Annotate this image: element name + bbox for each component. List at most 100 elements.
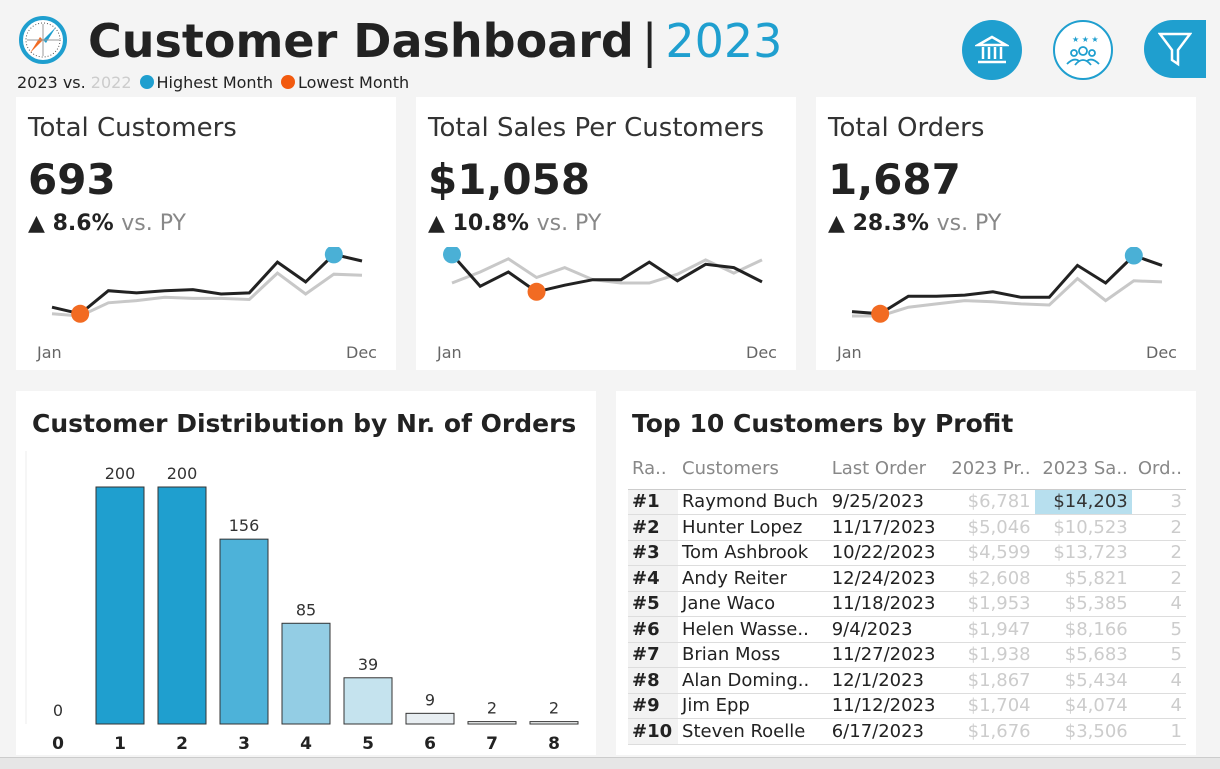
table-row[interactable]: #9 Jim Epp 11/12/2023 $1,704 $4,074 4 (628, 693, 1186, 719)
profit-cell: $4,599 (943, 540, 1035, 566)
rank-cell: #2 (628, 514, 679, 541)
highest-month-marker[interactable] (324, 247, 343, 264)
sheet-tabs-bar[interactable] (0, 757, 1220, 769)
kpi-title: Total Customers (28, 113, 237, 143)
lowest-dot-icon (280, 75, 295, 89)
sparkline (851, 247, 1163, 323)
up-triangle-icon: ▲ (28, 211, 45, 236)
legend-vs: vs. (62, 73, 86, 92)
x-tick-label: 1 (114, 734, 126, 754)
last-order-cell: 6/17/2023 (827, 718, 944, 745)
kpi-card: Total Customers 693 ▲ 8.6% vs. PY Jan De… (16, 97, 396, 370)
bar-value-label: 2 (549, 699, 559, 718)
sparkline-end-label: Dec (746, 343, 777, 362)
sparkline-end-label: Dec (346, 343, 377, 362)
table-row[interactable]: #8 Alan Doming.. 12/1/2023 $1,867 $5,434 4 (628, 667, 1186, 694)
x-tick-label: 5 (362, 734, 374, 754)
bar-1[interactable] (95, 486, 145, 725)
customer-cell: Steven Roelle (678, 718, 828, 745)
rank-cell: #9 (628, 693, 679, 719)
x-tick-label: 2 (176, 734, 188, 754)
legend: 2023 vs. 2022 Highest Month Lowest Month (17, 73, 409, 92)
bar-value-label: 0 (53, 701, 63, 720)
customers-button[interactable]: ★ ★ ★ (1053, 20, 1113, 80)
bar-6[interactable] (405, 712, 455, 725)
orders-cell: 2 (1131, 514, 1186, 541)
kpi-vs: vs. PY (536, 211, 602, 236)
highest-month-marker[interactable] (1124, 247, 1143, 265)
bar-2[interactable] (157, 486, 207, 725)
column-header[interactable]: 2023 Pr.. (943, 449, 1035, 490)
table-row[interactable]: #2 Hunter Lopez 11/17/2023 $5,046 $10,523 2 (628, 514, 1186, 541)
customer-cell: Brian Moss (678, 642, 828, 668)
table-row[interactable]: #3 Tom Ashbrook 10/22/2023 $4,599 $13,723 2 (628, 540, 1186, 566)
customers-icon: ★ ★ ★ (1066, 35, 1100, 66)
orders-cell: 2 (1131, 540, 1186, 566)
x-tick-label: 4 (300, 734, 312, 754)
bar-0[interactable] (34, 724, 82, 725)
customer-cell: Helen Wasse.. (678, 616, 828, 643)
kpi-title: Total Sales Per Customers (428, 113, 764, 143)
column-header[interactable]: Customers (678, 449, 828, 490)
customer-cell: Tom Ashbrook (678, 540, 828, 566)
filter-button[interactable] (1144, 20, 1206, 78)
bar-7[interactable] (467, 721, 517, 725)
sales-cell: $5,434 (1034, 667, 1132, 694)
profit-cell: $1,953 (943, 591, 1035, 617)
rank-cell: #3 (628, 540, 679, 566)
bar-8[interactable] (529, 721, 579, 725)
lowest-month-marker[interactable] (527, 282, 546, 301)
title-text: Customer Dashboard (88, 14, 634, 68)
table-row[interactable]: #7 Brian Moss 11/27/2023 $1,938 $5,683 5 (628, 642, 1186, 668)
page-title: Customer Dashboard | 2023 (88, 14, 782, 68)
column-header[interactable]: Last Order (827, 449, 944, 490)
bank-button[interactable] (962, 20, 1022, 80)
customer-cell: Hunter Lopez (678, 514, 828, 541)
lowest-month-marker[interactable] (871, 304, 890, 323)
lowest-month-marker[interactable] (71, 304, 90, 323)
current-year-line (51, 252, 363, 316)
x-tick-label: 6 (424, 734, 436, 754)
bar-5[interactable] (343, 677, 393, 725)
column-header[interactable]: Ra.. (628, 449, 679, 490)
last-order-cell: 9/4/2023 (827, 616, 944, 643)
last-order-cell: 11/12/2023 (827, 693, 944, 719)
sales-cell: $13,723 (1034, 540, 1132, 566)
last-order-cell: 11/18/2023 (827, 591, 944, 617)
bar-4[interactable] (281, 622, 331, 725)
last-order-cell: 9/25/2023 (827, 489, 944, 515)
table-row[interactable]: #6 Helen Wasse.. 9/4/2023 $1,947 $8,166 5 (628, 616, 1186, 643)
sparkline-end-label: Dec (1146, 343, 1177, 362)
highest-month-marker[interactable] (443, 247, 461, 264)
rank-cell: #4 (628, 565, 679, 592)
legend-lowest: Lowest Month (297, 73, 410, 92)
sparkline-start-label: Jan (837, 343, 862, 362)
profit-cell: $1,947 (943, 616, 1035, 643)
bank-icon (975, 35, 1009, 64)
rank-cell: #5 (628, 591, 679, 617)
kpi-vs: vs. PY (936, 211, 1002, 236)
profit-cell: $2,608 (943, 565, 1035, 592)
bar-value-label: 200 (105, 464, 136, 483)
orders-cell: 2 (1131, 565, 1186, 592)
bar-chart: 0 0 200 1 200 2 156 3 85 4 39 5 9 6 2 7 2 8 (25, 451, 579, 754)
table-row[interactable]: #10 Steven Roelle 6/17/2023 $1,676 $3,506 1 (628, 718, 1186, 745)
orders-cell: 4 (1131, 693, 1186, 719)
up-triangle-icon: ▲ (828, 211, 845, 236)
up-triangle-icon: ▲ (428, 211, 445, 236)
title-year: 2023 (665, 14, 783, 68)
profit-cell: $1,867 (943, 667, 1035, 694)
kpi-card: Total Orders 1,687 ▲ 28.3% vs. PY Jan De… (816, 97, 1196, 370)
x-tick-label: 3 (238, 734, 250, 754)
customer-cell: Andy Reiter (678, 565, 828, 592)
x-tick-label: 7 (486, 734, 498, 754)
table-row[interactable]: #4 Andy Reiter 12/24/2023 $2,608 $5,821 2 (628, 565, 1186, 592)
profit-cell: $5,046 (943, 514, 1035, 541)
bar-3[interactable] (219, 538, 269, 725)
table-row[interactable]: #1 Raymond Buch 9/25/2023 $6,781 $14,203 3 (628, 489, 1186, 515)
column-header[interactable]: Ord.. (1131, 449, 1186, 490)
table-row[interactable]: #5 Jane Waco 11/18/2023 $1,953 $5,385 4 (628, 591, 1186, 617)
column-header[interactable]: 2023 Sa.. (1034, 449, 1132, 490)
kpi-delta-value: 8.6% (52, 211, 114, 236)
orders-cell: 4 (1131, 667, 1186, 694)
